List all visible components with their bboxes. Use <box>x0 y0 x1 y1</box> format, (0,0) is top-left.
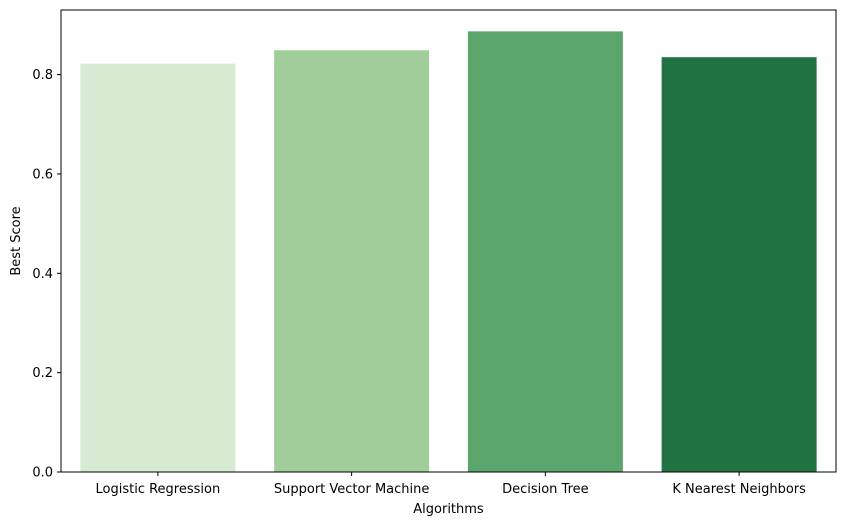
y-tick-label: 0.2 <box>32 366 53 381</box>
x-tick-label: Logistic Regression <box>96 482 221 497</box>
x-axis-label: Algorithms <box>413 502 484 517</box>
y-tick-label: 0.4 <box>32 267 53 282</box>
plot-frame <box>60 9 837 473</box>
x-tick-label: Support Vector Machine <box>274 482 430 497</box>
y-axis-label: Best Score <box>9 206 24 275</box>
y-tick-label: 0.8 <box>32 68 53 83</box>
x-axis: Logistic Regression Support Vector Machin… <box>96 472 806 497</box>
y-axis: 0.0 0.2 0.4 0.6 0.8 <box>32 68 61 481</box>
bars-layer <box>80 31 817 473</box>
bar-decision-tree <box>467 31 623 472</box>
bar-logistic-regression <box>80 63 236 472</box>
y-tick-label: 0.6 <box>32 167 53 182</box>
x-tick-label: Decision Tree <box>502 482 589 497</box>
y-tick-label: 0.0 <box>32 466 53 481</box>
bar-k-nearest-neighbors <box>661 57 817 473</box>
x-tick-label: K Nearest Neighbors <box>672 482 806 497</box>
bar-support-vector-machine <box>274 50 430 472</box>
